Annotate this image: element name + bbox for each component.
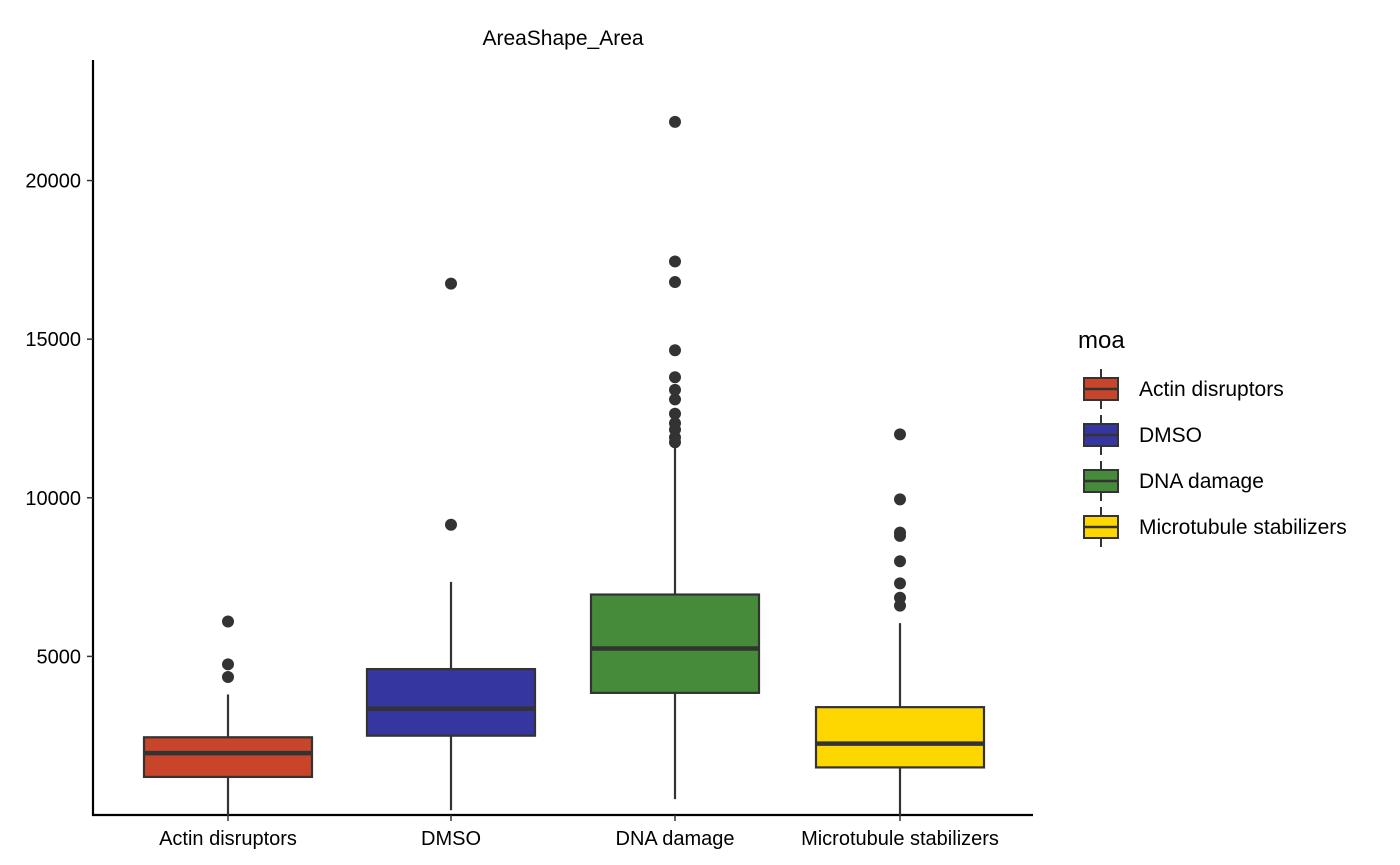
legend-item: Actin disruptors [1083,369,1284,409]
x-tick-label: Microtubule stabilizers [801,828,999,850]
box-microtubule-stabilizers [814,428,986,815]
box-actin-disruptors [142,615,314,815]
legend-title: moa [1078,327,1125,354]
outlier-point [222,671,234,684]
outlier-point [669,276,681,289]
y-tick-label: 5000 [37,646,82,668]
outlier-point [669,255,681,268]
y-tick-label: 15000 [25,329,81,351]
outlier-point [445,277,457,290]
outlier-point [445,518,457,531]
outlier-point [669,383,681,396]
x-tick-label: DNA damage [616,828,735,850]
box-iqr [589,593,761,694]
box-dna-damage [589,115,761,800]
outlier-point [669,393,681,406]
outlier-point [894,555,906,568]
outlier-point [669,407,681,420]
outlier-point [894,577,906,590]
outlier-point [669,371,681,384]
outlier-point [669,344,681,357]
y-tick-label: 20000 [25,171,81,193]
outlier-point [222,615,234,628]
chart-title: AreaShape_Area [482,27,643,50]
plot-area: 5000 10000 15000 20000 Actin disruptors DMSO D… [25,60,1033,850]
outlier-point [669,115,681,128]
box-dmso [365,277,537,811]
x-tick-label: DMSO [421,828,481,850]
box-iqr [142,736,314,779]
x-tick-label: Actin disruptors [159,828,297,850]
legend-label: Microtubule stabilizers [1139,516,1347,539]
legend-item: DMSO [1083,415,1202,455]
outlier-point [222,658,234,671]
outlier-point [669,417,681,430]
outlier-point [894,493,906,506]
outlier-point [894,591,906,604]
legend-label: DMSO [1139,424,1202,447]
outlier-point [894,428,906,441]
legend-item: DNA damage [1083,461,1264,501]
outlier-point [894,526,906,539]
legend: moa Actin disruptors DMSO DNA damage Microtu… [1078,327,1347,547]
legend-label: Actin disruptors [1139,378,1284,401]
box-iqr [365,667,537,737]
y-tick-label: 10000 [25,488,81,510]
legend-label: DNA damage [1139,470,1264,493]
legend-item: Microtubule stabilizers [1083,507,1347,547]
box-iqr [814,706,986,769]
